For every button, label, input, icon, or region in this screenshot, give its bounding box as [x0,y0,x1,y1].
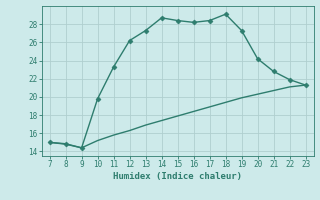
X-axis label: Humidex (Indice chaleur): Humidex (Indice chaleur) [113,172,242,181]
